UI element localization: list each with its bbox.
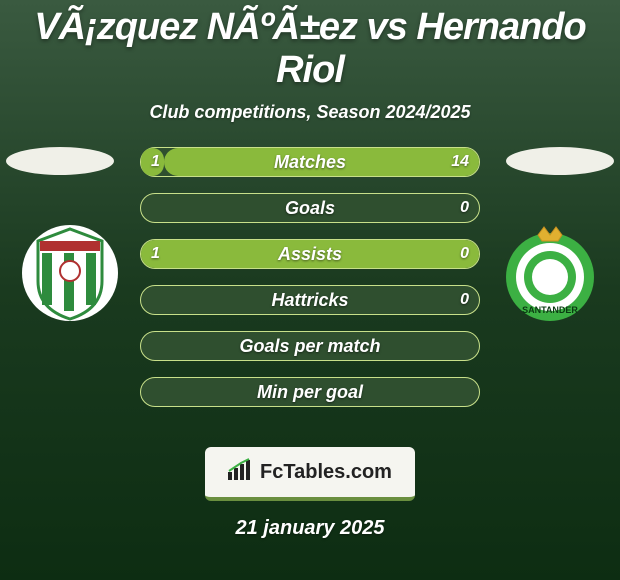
stat-bar-value-right: 0 <box>460 291 469 309</box>
stat-bar-label: Goals per match <box>239 336 380 357</box>
chart-icon <box>228 458 254 486</box>
team-crest-right: SANTANDER <box>500 223 600 323</box>
racing-santander-crest-icon: SANTANDER <box>500 223 600 323</box>
team-crest-left <box>20 223 120 323</box>
footer-brand-text: FcTables.com <box>260 461 392 484</box>
cordoba-crest-icon <box>20 223 120 323</box>
stat-bar-label: Goals <box>285 198 335 219</box>
stat-bar-label: Min per goal <box>257 382 363 403</box>
stat-bar-label: Matches <box>274 152 346 173</box>
spotlight-right <box>506 147 614 175</box>
stat-bar-label: Hattricks <box>271 290 348 311</box>
stat-bar-value-right: 14 <box>451 153 469 171</box>
spotlight-left <box>6 147 114 175</box>
stat-bars: Matches114Goals0Assists10Hattricks0Goals… <box>140 147 480 423</box>
stat-bar: Assists 1 0 <box>140 239 480 269</box>
stat-bar: Goals per match <box>140 331 480 361</box>
stat-bar-value-left: 1 <box>151 153 160 171</box>
stat-bar-label: Assists <box>278 244 342 265</box>
stat-bar-value-right: 0 <box>460 245 469 263</box>
stat-bar: Goals 0 <box>140 193 480 223</box>
page-subtitle: Club competitions, Season 2024/2025 <box>0 102 620 123</box>
svg-text:SANTANDER: SANTANDER <box>522 305 578 315</box>
comparison-arena: SANTANDER Matches114Goals0Assists10Hattr… <box>0 147 620 447</box>
stat-bar: Hattricks 0 <box>140 285 480 315</box>
page-title: VÃ¡zquez NÃºÃ±ez vs Hernando Riol <box>0 0 620 92</box>
stat-bar-value-left: 1 <box>151 245 160 263</box>
footer-brand-badge: FcTables.com <box>205 447 415 501</box>
stat-bar-value-right: 0 <box>460 199 469 217</box>
stat-bar: Matches 1 14 <box>140 147 480 177</box>
stat-bar: Min per goal <box>140 377 480 407</box>
snapshot-date: 21 january 2025 <box>0 517 620 540</box>
